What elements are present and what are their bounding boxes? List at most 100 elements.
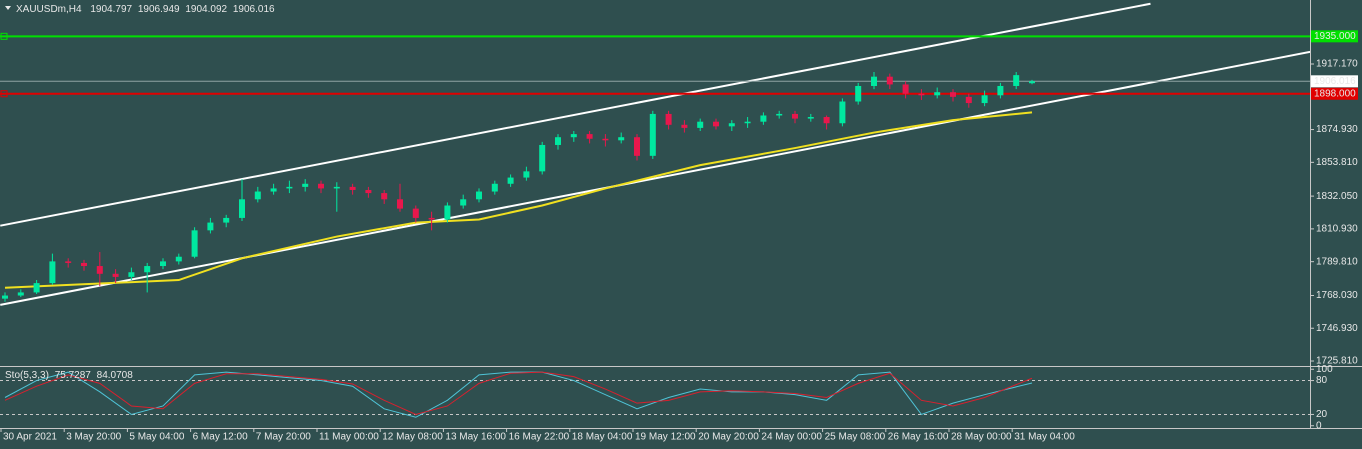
candle-body — [286, 186, 293, 189]
x-tick-label: 3 May 20:00 — [66, 432, 121, 443]
candle-body — [681, 124, 688, 128]
stochastic-main: 75.7287 — [55, 370, 92, 381]
x-tick-label: 20 May 20:00 — [698, 432, 759, 443]
candle-body — [365, 189, 372, 194]
y-tick-label: 1917.170 — [1316, 59, 1358, 70]
candle-body — [223, 217, 230, 223]
x-tick-label: 7 May 20:00 — [256, 432, 311, 443]
candle-body — [318, 183, 324, 189]
x-tick-label: 26 May 16:00 — [888, 432, 949, 443]
x-tick-label: 31 May 04:00 — [1014, 432, 1075, 443]
candle-body — [254, 191, 261, 200]
stochastic-header: Sto(5,3,3) 75.7287 84.0708 — [5, 370, 133, 381]
candle-body — [792, 113, 798, 119]
candle-body — [397, 199, 403, 209]
stochastic-tick-label: 80 — [1316, 375, 1328, 386]
x-tick-label: 5 May 04:00 — [129, 432, 184, 443]
candle-body — [713, 121, 719, 127]
candle-body — [776, 113, 783, 116]
candle-body — [570, 134, 577, 138]
x-tick-label: 25 May 08:00 — [825, 432, 886, 443]
candle-body — [444, 205, 451, 220]
trendline — [0, 2, 1151, 227]
moving-average — [4, 111, 1033, 289]
y-tick-label: 1832.050 — [1316, 191, 1358, 202]
candle-body — [555, 137, 561, 145]
y-tick-label: 1853.810 — [1316, 157, 1358, 168]
candle-body — [239, 199, 245, 218]
candle-body — [491, 183, 498, 192]
candle-body — [634, 137, 640, 156]
candle-body — [728, 123, 735, 127]
candle-body — [33, 283, 40, 293]
candle-body — [934, 92, 941, 96]
open: 1904.797 — [90, 4, 132, 15]
x-tick-label: 18 May 04:00 — [572, 432, 633, 443]
candle-body — [902, 84, 909, 94]
high: 1906.949 — [138, 4, 180, 15]
candle-body — [807, 117, 814, 119]
candle-body — [744, 121, 751, 124]
candle-body — [428, 217, 435, 220]
candle-body — [602, 138, 609, 141]
stochastic-pane — [0, 371, 1310, 418]
y-tick-label: 1874.930 — [1316, 124, 1358, 135]
candle-body — [160, 261, 166, 267]
candle-body — [1013, 75, 1020, 86]
candle-body — [333, 186, 340, 189]
candle-body — [997, 85, 1004, 96]
candle-body — [950, 92, 956, 97]
main-pane — [0, 2, 1310, 306]
current-price-box — [1311, 75, 1358, 88]
candle-body — [649, 113, 656, 156]
candle-body — [2, 295, 8, 299]
stochastic-line — [4, 371, 1033, 415]
candle-body — [17, 292, 24, 296]
candle-body — [539, 144, 546, 172]
candle-body — [918, 93, 925, 96]
x-tick-label: 11 May 00:00 — [319, 432, 379, 443]
level-handle — [0, 90, 8, 98]
candle-body — [886, 76, 893, 85]
x-tick-label: 6 May 12:00 — [193, 432, 248, 443]
x-tick-label: 16 May 22:00 — [509, 432, 570, 443]
candle-body — [381, 193, 388, 200]
candle-body — [349, 186, 356, 190]
y-tick-label: 1725.810 — [1316, 356, 1358, 367]
candle-body — [302, 183, 309, 187]
level-label-box — [1311, 87, 1358, 100]
candle-body — [175, 256, 182, 262]
level-label: 1935.000 — [1314, 31, 1356, 42]
candle-body — [981, 95, 988, 104]
candle-body — [270, 188, 277, 192]
stochastic-tick-label: 100 — [1316, 364, 1333, 375]
x-tick-label: 12 May 08:00 — [382, 432, 443, 443]
y-tick-label: 1810.930 — [1316, 224, 1358, 235]
candle-body — [207, 222, 214, 231]
x-tick-label: 28 May 00:00 — [951, 432, 1012, 443]
y-tick-label: 1768.030 — [1316, 290, 1358, 301]
candle-body — [697, 121, 704, 128]
candle-body — [839, 101, 846, 124]
header: XAUUSDm,H4 1904.797 1906.949 1904.092 19… — [16, 4, 275, 15]
candle-body — [49, 261, 56, 284]
low: 1904.092 — [185, 4, 227, 15]
candle-body — [460, 199, 467, 206]
y-tick-label: 1789.810 — [1316, 256, 1358, 267]
candle-body — [191, 230, 198, 257]
menu-arrow[interactable] — [5, 6, 11, 10]
stochastic-signal: 84.0708 — [97, 370, 134, 381]
candle-body — [523, 171, 530, 178]
close: 1906.016 — [233, 4, 275, 15]
candle-body — [586, 134, 593, 139]
candle-body — [476, 191, 482, 200]
x-tick-label: 30 Apr 2021 — [3, 432, 57, 443]
symbol: XAUUSDm,H4 — [16, 4, 82, 15]
y-tick-label: 1746.930 — [1316, 323, 1358, 334]
candle-body — [823, 117, 830, 124]
candle-body — [618, 137, 625, 141]
level-handle — [0, 32, 8, 40]
